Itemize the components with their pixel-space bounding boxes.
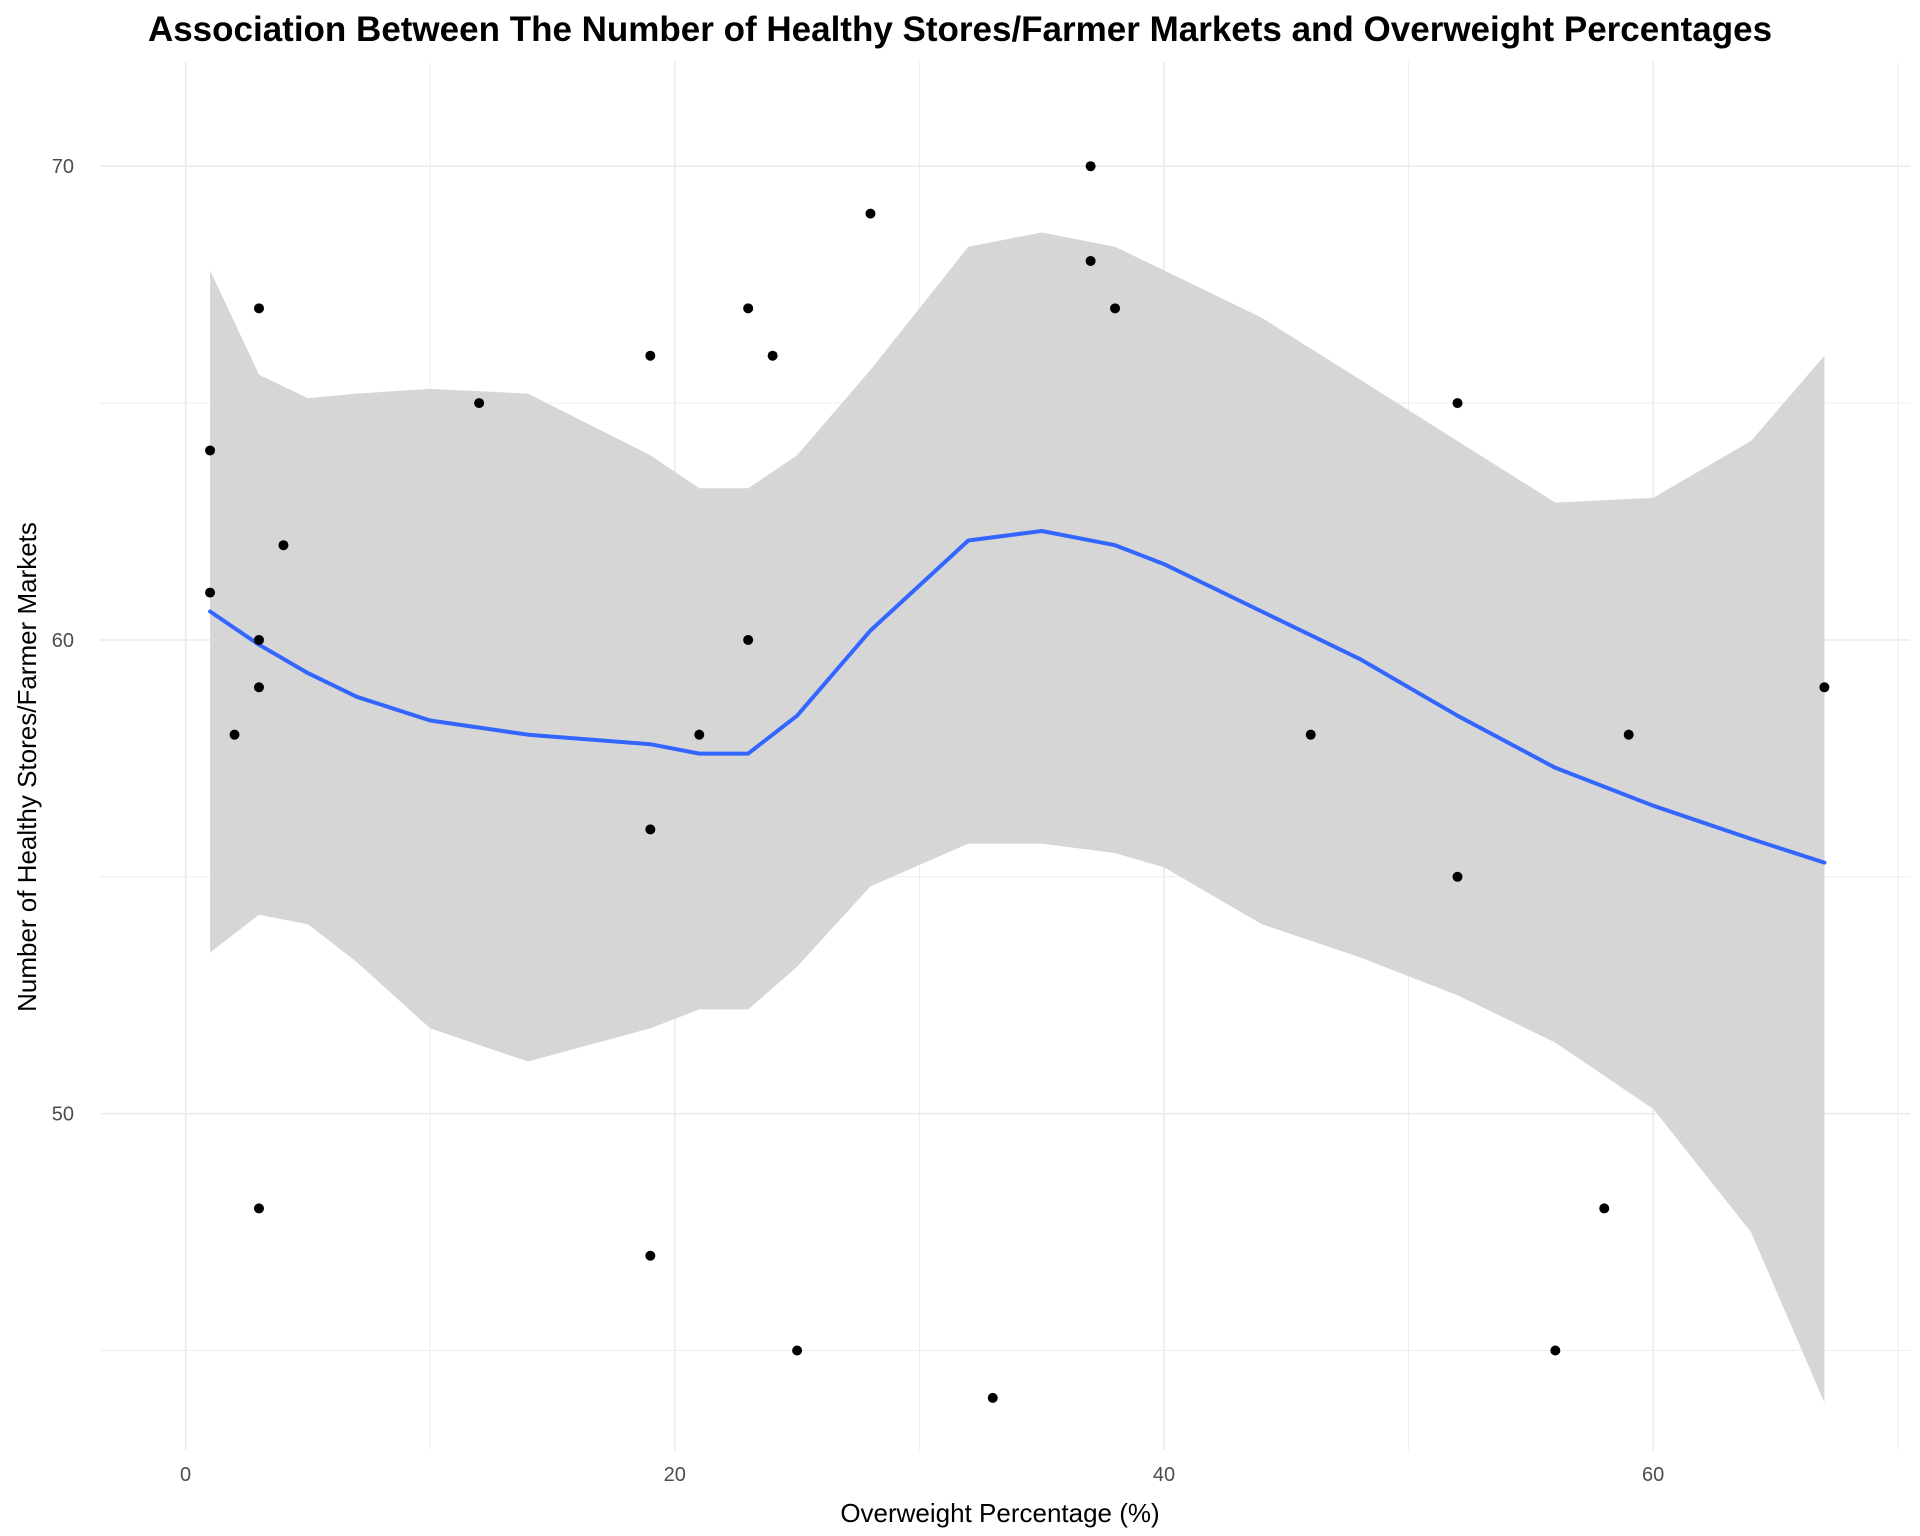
data-point — [694, 729, 705, 740]
data-point — [1599, 1203, 1610, 1214]
y-tick-label: 60 — [52, 630, 74, 652]
data-point — [987, 1392, 998, 1403]
y-axis-title: Number of Healthy Stores/Farmer Markets — [12, 522, 42, 1012]
data-point — [645, 1250, 656, 1261]
data-point — [865, 208, 876, 219]
data-point — [253, 303, 264, 314]
data-point — [1085, 255, 1096, 266]
data-point — [1819, 682, 1830, 693]
data-point — [278, 540, 289, 551]
x-tick-label: 20 — [664, 1464, 686, 1486]
smooth-line — [208, 529, 1827, 865]
x-tick-label: 60 — [1642, 1464, 1664, 1486]
x-tick-label: 40 — [1153, 1464, 1175, 1486]
data-point — [743, 303, 754, 314]
smooth-line-group — [208, 529, 1827, 865]
data-point — [1452, 398, 1463, 409]
data-point — [253, 1203, 264, 1214]
data-point — [205, 587, 216, 598]
data-point — [229, 729, 240, 740]
data-point — [1085, 161, 1096, 172]
data-point — [792, 1345, 803, 1356]
data-point — [767, 350, 778, 361]
data-point — [743, 634, 754, 645]
points-group — [205, 161, 1830, 1403]
data-point — [1623, 729, 1634, 740]
confidence-band-group — [210, 232, 1825, 1403]
y-tick-label: 50 — [52, 1104, 74, 1126]
data-point — [645, 824, 656, 835]
data-point — [205, 445, 216, 456]
data-point — [1452, 871, 1463, 882]
data-point — [474, 398, 485, 409]
tick-labels: 0 20 40 60 50 60 70 — [52, 156, 1665, 1486]
data-point — [1110, 303, 1121, 314]
confidence-band — [210, 232, 1825, 1403]
data-point — [253, 682, 264, 693]
chart-title: Association Between The Number of Health… — [147, 10, 1773, 49]
x-axis-title: Overweight Percentage (%) — [840, 1498, 1159, 1528]
y-tick-label: 70 — [52, 156, 74, 178]
data-point — [1550, 1345, 1561, 1356]
data-point — [645, 350, 656, 361]
data-point — [1305, 729, 1316, 740]
data-point — [253, 634, 264, 645]
x-tick-label: 0 — [180, 1464, 191, 1486]
